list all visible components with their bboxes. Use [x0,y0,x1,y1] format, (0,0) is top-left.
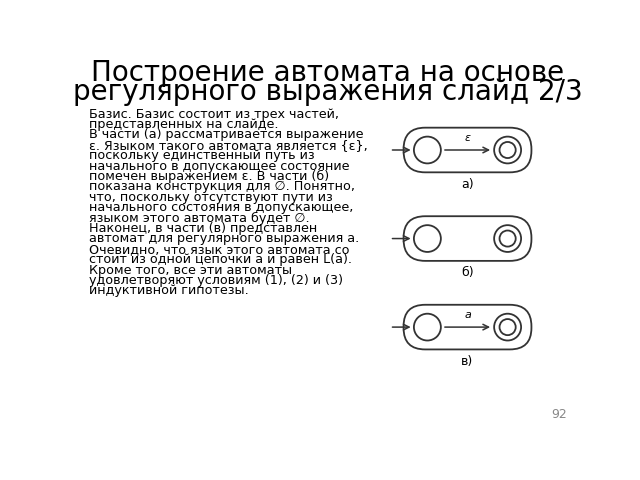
Text: показана конструкция для ∅. Понятно,: показана конструкция для ∅. Понятно, [90,180,355,193]
Text: Кроме того, все эти автоматы: Кроме того, все эти автоматы [90,264,292,276]
Text: поскольку единственный путь из: поскольку единственный путь из [90,149,315,162]
Text: начального в допускающее состояние: начального в допускающее состояние [90,160,350,173]
FancyBboxPatch shape [404,305,531,349]
Text: автомат для регулярного выражения а.: автомат для регулярного выражения а. [90,232,360,245]
Text: что, поскольку отсутствуют пути из: что, поскольку отсутствуют пути из [90,191,333,204]
Text: начального состояния в допускающее,: начального состояния в допускающее, [90,201,354,214]
FancyBboxPatch shape [404,216,531,261]
Text: индуктивной гипотезы.: индуктивной гипотезы. [90,284,249,298]
Circle shape [500,230,516,247]
Text: Наконец, в части (в) представлен: Наконец, в части (в) представлен [90,222,317,235]
Text: удовлетворяют условиям (1), (2) и (3): удовлетворяют условиям (1), (2) и (3) [90,274,343,287]
Text: ε. Языком такого автомата является {ε},: ε. Языком такого автомата является {ε}, [90,139,368,152]
Text: Построение автомата на основе: Построение автомата на основе [92,59,564,87]
Circle shape [494,314,521,340]
Text: представленных на слайде.: представленных на слайде. [90,118,279,131]
Circle shape [500,319,516,335]
Circle shape [500,142,516,158]
Text: Очевидно, что язык этого автомата со: Очевидно, что язык этого автомата со [90,243,350,256]
Text: Базис. Базис состоит из трех частей,: Базис. Базис состоит из трех частей, [90,108,339,120]
Circle shape [494,225,521,252]
Text: регулярного выражения слайд 2/3: регулярного выражения слайд 2/3 [73,78,583,107]
Text: в): в) [461,355,474,368]
Text: б): б) [461,266,474,279]
Circle shape [414,314,441,340]
Text: В части (а) рассматривается выражение: В части (а) рассматривается выражение [90,129,364,142]
Text: a: a [464,311,471,321]
Text: ε: ε [465,133,470,144]
Text: языком этого автомата будет ∅.: языком этого автомата будет ∅. [90,212,310,225]
Circle shape [414,225,441,252]
Text: 92: 92 [551,408,566,421]
Text: помечен выражением ε. В части (б): помечен выражением ε. В части (б) [90,170,330,183]
Text: а): а) [461,178,474,191]
Circle shape [494,137,521,163]
FancyBboxPatch shape [404,128,531,172]
Text: стоит из одной цепочки а и равен L(а).: стоит из одной цепочки а и равен L(а). [90,253,352,266]
Circle shape [414,137,441,163]
